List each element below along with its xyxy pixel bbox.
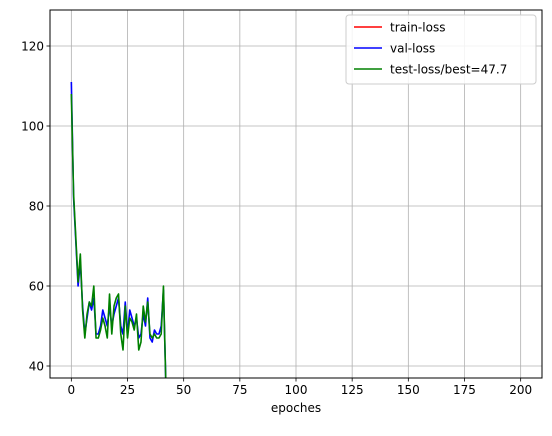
- y-tick-label: 80: [29, 200, 44, 214]
- series-layer: [70, 81, 167, 378]
- legend-box: [345, 14, 537, 85]
- x-tick-label: 75: [232, 383, 247, 397]
- legend-label: train-loss: [390, 21, 445, 35]
- x-tick-label: 25: [120, 383, 135, 397]
- series-line-test-loss-best-47-7: [70, 93, 167, 378]
- y-tick-label: 100: [21, 120, 44, 134]
- x-tick-label: 175: [453, 383, 476, 397]
- y-tick-label: 60: [29, 280, 44, 294]
- x-tick-label: 200: [509, 383, 532, 397]
- x-tick-label: 100: [285, 383, 308, 397]
- x-tick-label: 50: [176, 383, 191, 397]
- x-axis-label: epoches: [271, 401, 321, 415]
- tick-layer: 0 25 50 75 100 125 150 175 200 40 60 80 100 120: [21, 40, 532, 398]
- legend-label: test-loss/best=47.7: [390, 63, 507, 77]
- x-tick-label: 0: [68, 383, 76, 397]
- x-tick-label: 150: [397, 383, 420, 397]
- y-tick-label: 40: [29, 360, 44, 374]
- x-tick-label: 125: [341, 383, 364, 397]
- legend: train-loss val-loss test-loss/best=47.7: [345, 14, 537, 85]
- y-tick-label: 120: [21, 40, 44, 54]
- legend-label: val-loss: [390, 42, 435, 56]
